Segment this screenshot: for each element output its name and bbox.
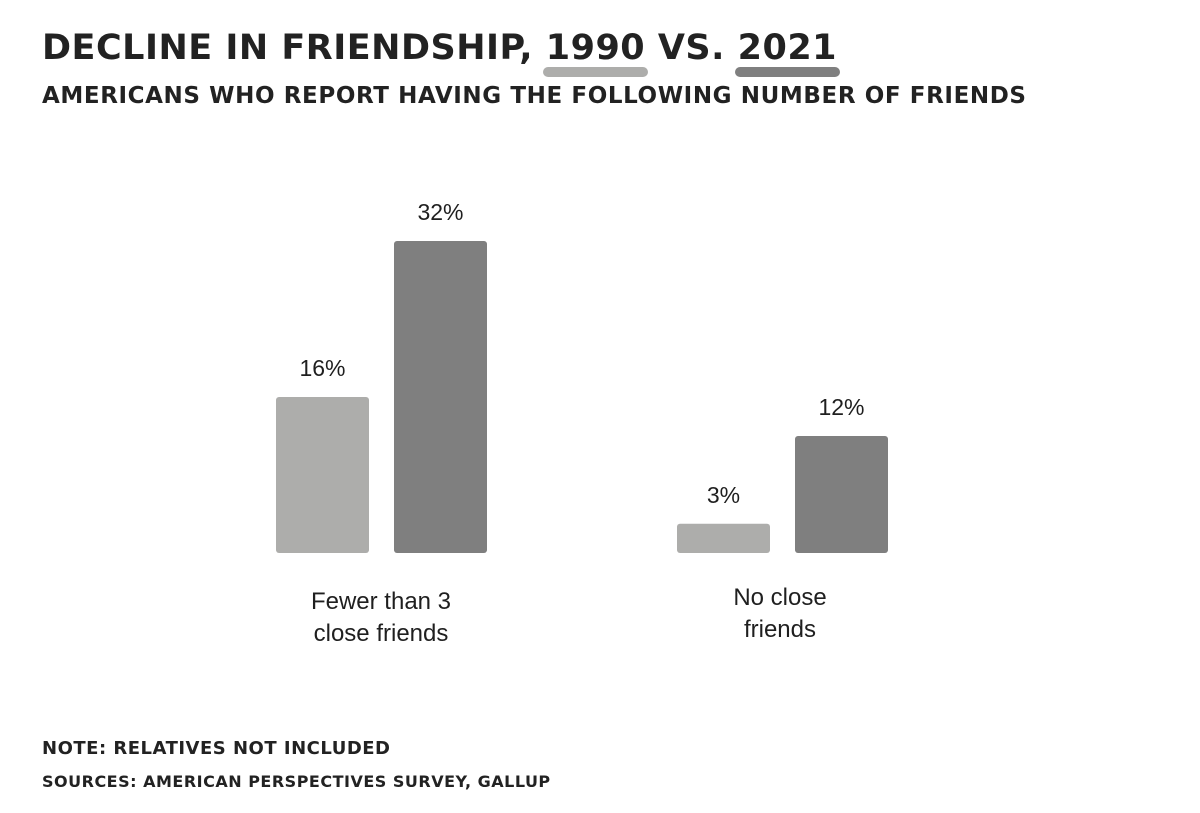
chart-subtitle: AMERICANS WHO REPORT HAVING THE FOLLOWIN… [42, 83, 1027, 109]
category-label-line: close friends [313, 620, 449, 647]
sources: SOURCES: AMERICAN PERSPECTIVES SURVEY, G… [42, 772, 551, 791]
bar-1990-fewer-than-3 [276, 397, 369, 553]
bar-2021-fewer-than-3 [394, 241, 487, 553]
year-1990-label: 1990 [542, 28, 649, 77]
data-label-2021-no-close-friends: 12% [818, 394, 864, 420]
title-prefix: DECLINE IN FRIENDSHIP, [42, 28, 534, 68]
bar-1990-no-close-friends [677, 523, 770, 553]
title-vs: VS. [657, 28, 725, 68]
chart-title: DECLINE IN FRIENDSHIP, 1990 VS. 2021 [42, 28, 841, 77]
category-label-fewer-than-3: Fewer than 3 close friends [251, 586, 511, 650]
data-label-2021-fewer-than-3: 32% [417, 199, 463, 225]
bar-2021-no-close-friends [795, 436, 888, 553]
category-label-line: friends [743, 616, 817, 643]
data-label-1990-no-close-friends: 3% [707, 482, 740, 508]
footnote: NOTE: RELATIVES NOT INCLUDED [42, 738, 391, 759]
year-2021-label: 2021 [734, 28, 841, 77]
category-label-line: Fewer than 3 [310, 588, 452, 615]
category-label-line: No close [733, 584, 827, 611]
category-label-no-close-friends: No close friends [650, 582, 910, 646]
data-label-1990-fewer-than-3: 16% [299, 355, 345, 381]
